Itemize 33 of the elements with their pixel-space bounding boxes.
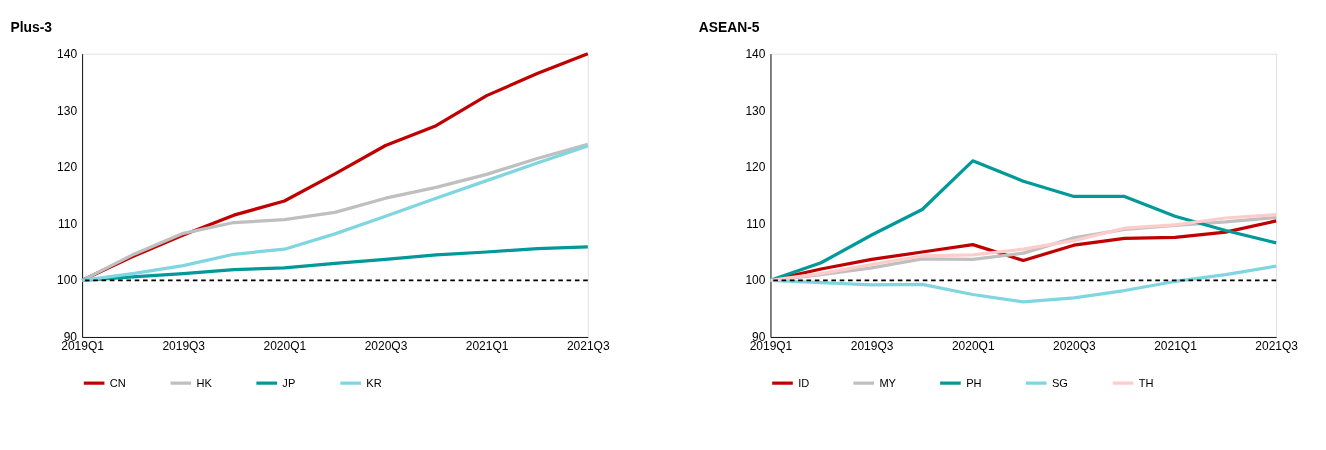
- x-tick-label: 2019Q3: [850, 339, 894, 354]
- chart-title: Plus-3: [10, 19, 53, 36]
- y-tick-label: 100: [57, 273, 78, 288]
- chart-title: ASEAN-5: [698, 19, 760, 36]
- y-tick-label: 140: [57, 46, 78, 61]
- y-tick-label: 130: [745, 103, 766, 118]
- y-tick-label: 120: [745, 160, 766, 175]
- legend-label: SG: [1051, 376, 1068, 389]
- y-tick-label: 110: [57, 216, 78, 231]
- x-tick-label: 2021Q1: [1154, 339, 1198, 354]
- y-tick-label: 100: [745, 273, 766, 288]
- legend-label: HK: [196, 376, 213, 389]
- legend-label: PH: [966, 376, 982, 389]
- y-tick-label: 120: [57, 160, 78, 175]
- x-tick-label: 2021Q3: [1255, 339, 1299, 354]
- legend-label: TH: [1138, 376, 1154, 389]
- x-tick-label: 2020Q1: [263, 339, 307, 354]
- x-tick-label: 2020Q3: [1053, 339, 1097, 354]
- legend-label: KR: [366, 376, 382, 389]
- line-series: [768, 159, 1278, 282]
- y-tick-label: 140: [745, 46, 766, 61]
- y-tick-label: 130: [57, 103, 78, 118]
- x-tick-label: 2020Q1: [951, 339, 995, 354]
- y-tick-label: 110: [746, 216, 766, 231]
- x-tick-label: 2021Q3: [566, 339, 610, 354]
- line-series: [768, 264, 1278, 304]
- x-tick-label: 2021Q1: [465, 339, 509, 354]
- legend-label: ID: [798, 376, 810, 389]
- legend-label: CN: [109, 376, 126, 389]
- legend-label: JP: [282, 376, 296, 389]
- x-tick-label: 2019Q3: [162, 339, 206, 354]
- x-tick-label: 2020Q3: [364, 339, 408, 354]
- legend-label: MY: [879, 376, 897, 389]
